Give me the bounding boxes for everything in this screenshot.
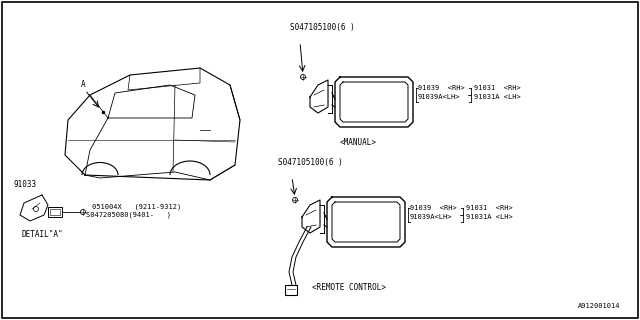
Text: S047205080(9401-   ): S047205080(9401- ): [86, 211, 171, 218]
Text: 91039A<LH>: 91039A<LH>: [418, 94, 461, 100]
Bar: [285, 285, 297, 295]
Bar: [48, 207, 62, 217]
Text: DETAIL"A": DETAIL"A": [22, 230, 63, 239]
Text: 91031  <RH>: 91031 <RH>: [466, 205, 513, 211]
Text: 91039  <RH>: 91039 <RH>: [410, 205, 457, 211]
Text: 91039A<LH>: 91039A<LH>: [410, 214, 452, 220]
Text: 91033: 91033: [14, 180, 37, 189]
Text: 91039  <RH>: 91039 <RH>: [418, 85, 465, 91]
Text: <MANUAL>: <MANUAL>: [340, 138, 377, 147]
Text: 91031A <LH>: 91031A <LH>: [474, 94, 521, 100]
Text: A: A: [81, 80, 86, 89]
Text: 91031A <LH>: 91031A <LH>: [466, 214, 513, 220]
Bar: [50, 209, 60, 215]
Text: S047105100(6 ): S047105100(6 ): [278, 158, 343, 167]
Text: A912001014: A912001014: [577, 303, 620, 309]
Text: <REMOTE CONTROL>: <REMOTE CONTROL>: [312, 283, 386, 292]
Text: S047105100(6 ): S047105100(6 ): [290, 23, 355, 32]
Text: 91031  <RH>: 91031 <RH>: [474, 85, 521, 91]
Text: 051004X   (9211-9312): 051004X (9211-9312): [92, 203, 181, 210]
